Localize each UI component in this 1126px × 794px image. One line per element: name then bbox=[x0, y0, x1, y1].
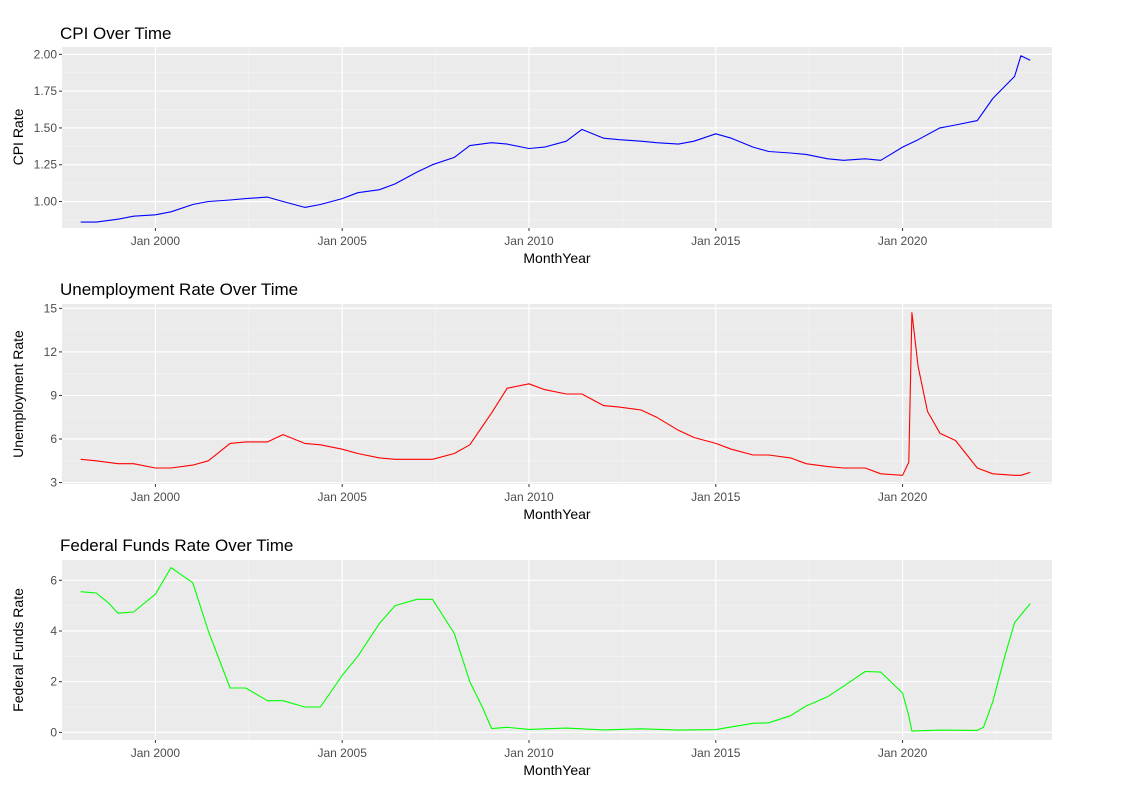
cpi-title: CPI Over Time bbox=[60, 24, 171, 43]
y-tick-label: 2.00 bbox=[34, 47, 58, 61]
y-tick-label: 3 bbox=[50, 476, 57, 490]
y-tick-label: 6 bbox=[50, 573, 57, 587]
x-axis-title: MonthYear bbox=[523, 250, 591, 266]
x-tick-label: Jan 2015 bbox=[691, 490, 741, 504]
x-tick-label: Jan 2010 bbox=[504, 234, 554, 248]
unemployment-chart: Jan 2000 Jan 2005 Jan 2010 Jan 2015 Jan 2020… bbox=[10, 280, 1052, 522]
fedfunds-title: Federal Funds Rate Over Time bbox=[60, 536, 293, 555]
x-axis-title: MonthYear bbox=[523, 762, 591, 778]
x-tick-label: Jan 2005 bbox=[317, 234, 367, 248]
x-tick-label: Jan 2020 bbox=[878, 234, 928, 248]
y-tick-label: 15 bbox=[44, 301, 58, 315]
y-axis-title: CPI Rate bbox=[10, 108, 26, 165]
fedfunds-chart: Jan 2000 Jan 2005 Jan 2010 Jan 2015 Jan 2020… bbox=[10, 536, 1052, 778]
x-tick-label: Jan 2015 bbox=[691, 746, 741, 760]
y-tick-label: 1.75 bbox=[34, 84, 58, 98]
x-tick-label: Jan 2000 bbox=[131, 490, 181, 504]
unemployment-title: Unemployment Rate Over Time bbox=[60, 280, 298, 299]
y-tick-label: 6 bbox=[50, 432, 57, 446]
y-tick-label: 9 bbox=[50, 388, 57, 402]
y-tick-label: 1.25 bbox=[34, 158, 58, 172]
x-tick-label: Jan 2015 bbox=[691, 234, 741, 248]
cpi-chart: Jan 2000 Jan 2005 Jan 2010 Jan 2015 Jan 2020… bbox=[10, 24, 1052, 266]
x-tick-label: Jan 2005 bbox=[317, 490, 367, 504]
cpi-series-line bbox=[80, 55, 1031, 223]
y-axis-title: Federal Funds Rate bbox=[10, 588, 26, 712]
plot-panel bbox=[62, 304, 1052, 484]
fedfunds-series-line bbox=[80, 567, 1031, 732]
x-tick-label: Jan 2000 bbox=[131, 746, 181, 760]
x-tick-label: Jan 2020 bbox=[878, 746, 928, 760]
y-tick-label: 12 bbox=[44, 345, 58, 359]
y-axis-title: Unemployment Rate bbox=[10, 330, 26, 458]
y-tick-label: 0 bbox=[50, 725, 57, 739]
x-axis-title: MonthYear bbox=[523, 506, 591, 522]
plot-panel bbox=[62, 560, 1052, 740]
x-tick-label: Jan 2000 bbox=[131, 234, 181, 248]
x-tick-label: Jan 2010 bbox=[504, 490, 554, 504]
plot-panel bbox=[62, 47, 1052, 228]
x-tick-label: Jan 2005 bbox=[317, 746, 367, 760]
x-tick-label: Jan 2010 bbox=[504, 746, 554, 760]
y-tick-label: 1.50 bbox=[34, 121, 58, 135]
x-tick-label: Jan 2020 bbox=[878, 490, 928, 504]
unemployment-series-line bbox=[80, 312, 1031, 476]
y-tick-label: 4 bbox=[50, 624, 57, 638]
y-tick-label: 1.00 bbox=[34, 195, 58, 209]
y-tick-label: 2 bbox=[50, 675, 57, 689]
